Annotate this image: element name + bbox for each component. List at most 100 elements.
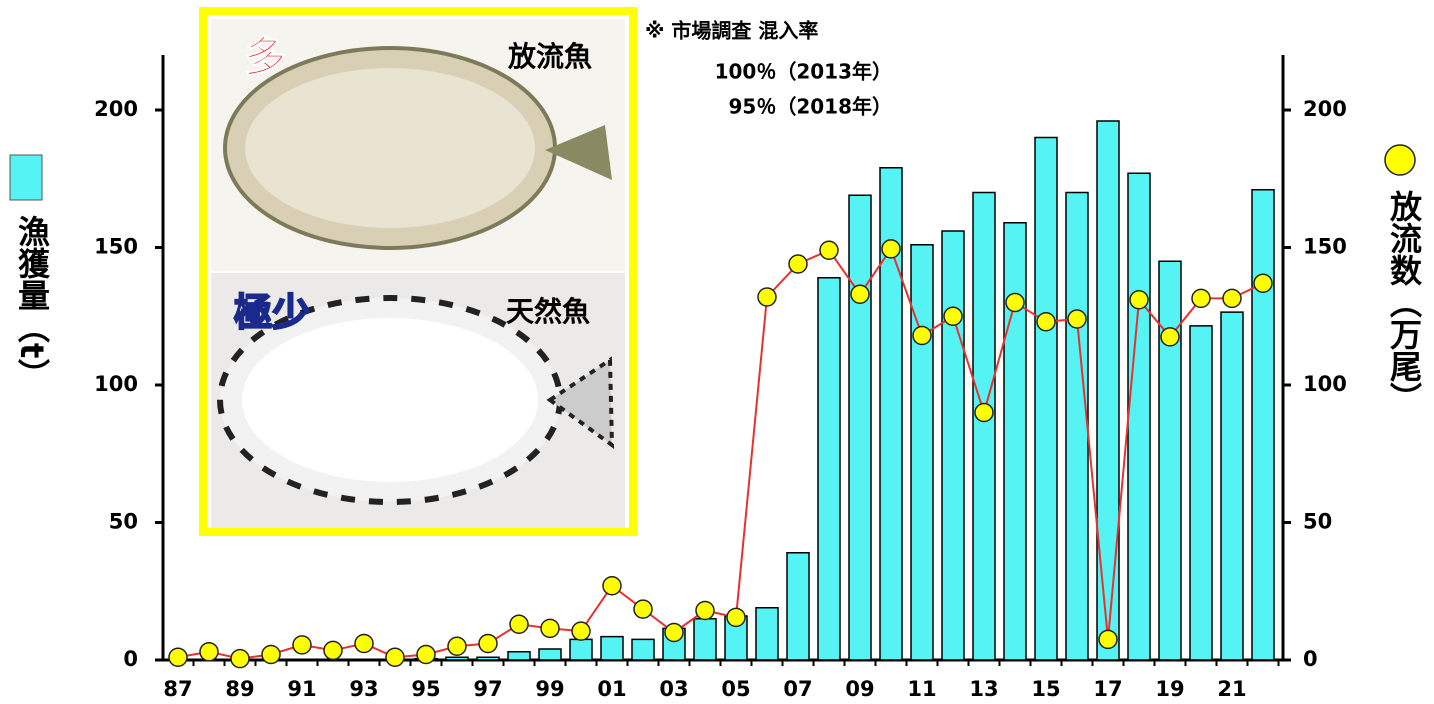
- point: [168, 647, 188, 667]
- annotation: 100％（2013年）: [715, 60, 892, 84]
- point: [478, 633, 498, 654]
- y2-tick-label: 0: [1303, 647, 1318, 671]
- point: [912, 325, 932, 346]
- bar: [507, 651, 531, 661]
- point: [385, 647, 405, 667]
- bar: [755, 607, 779, 661]
- annotation: 95％（2018年）: [729, 95, 893, 119]
- point: [230, 648, 250, 669]
- point: [1098, 629, 1118, 650]
- point: [788, 254, 808, 274]
- x-tick-label: 89: [225, 677, 254, 701]
- bar: [631, 638, 655, 661]
- point: [354, 633, 374, 654]
- x-tick-label: 21: [1217, 677, 1246, 701]
- bar: [786, 552, 810, 661]
- point: [757, 287, 777, 307]
- bar: [941, 230, 965, 661]
- bar: [476, 656, 500, 661]
- bar: [1003, 222, 1027, 661]
- bar: [817, 277, 841, 661]
- y-tick-label: 150: [94, 235, 138, 259]
- x-tick-label: 13: [969, 677, 998, 701]
- x-tick-label: 05: [721, 677, 750, 701]
- point: [943, 306, 963, 326]
- point: [292, 635, 312, 655]
- point: [881, 239, 901, 259]
- inset-bottom-badge: 極少: [234, 291, 310, 335]
- bar: [1251, 189, 1275, 661]
- bar: [693, 618, 717, 661]
- x-tick-label: 15: [1031, 677, 1060, 701]
- bar: [600, 635, 624, 661]
- point: [850, 284, 870, 304]
- x-tick-label: 17: [1093, 677, 1122, 701]
- legend-swatch-line: [1384, 144, 1416, 176]
- bar: [879, 167, 903, 661]
- bar: [1189, 325, 1213, 661]
- x-tick-label: 09: [845, 677, 874, 701]
- x-tick-label: 87: [163, 677, 192, 701]
- annotation: ※ 市場調査 混入率: [645, 19, 818, 43]
- point: [571, 621, 591, 641]
- bar: [1158, 260, 1182, 661]
- point: [261, 644, 281, 665]
- bar: [569, 638, 593, 661]
- inset-top-badge: 多: [244, 33, 286, 82]
- point: [1222, 288, 1242, 309]
- bar: [848, 194, 872, 661]
- y2-tick-label: 100: [1303, 372, 1347, 396]
- point: [819, 240, 839, 260]
- fish-wild: [217, 295, 615, 505]
- point: [602, 576, 622, 596]
- point: [664, 622, 684, 643]
- point: [1253, 273, 1273, 293]
- x-tick-label: 93: [349, 677, 378, 701]
- y-tick-label: 0: [123, 647, 138, 671]
- point: [974, 402, 994, 423]
- x-tick-label: 11: [907, 677, 936, 701]
- bar: [910, 244, 934, 661]
- point: [416, 644, 436, 665]
- x-tick-label: 01: [597, 677, 626, 701]
- y2-axis-label: 放流数（万尾）: [1385, 190, 1423, 414]
- point: [199, 642, 219, 662]
- inset-photo: 放流魚 多 天然魚 極少: [199, 7, 637, 536]
- y2-tick-label: 150: [1303, 235, 1347, 259]
- point: [633, 599, 653, 619]
- point: [695, 600, 715, 621]
- x-tick-label: 95: [411, 677, 440, 701]
- x-tick-label: 19: [1155, 677, 1184, 701]
- bar: [1127, 172, 1151, 661]
- bar: [1034, 136, 1058, 661]
- point: [1067, 309, 1087, 329]
- y-tick-label: 100: [94, 372, 138, 396]
- point: [540, 618, 560, 639]
- point: [447, 636, 467, 656]
- point: [1005, 292, 1025, 313]
- y-tick-label: 50: [109, 510, 138, 534]
- point: [1129, 290, 1149, 310]
- x-tick-label: 07: [783, 677, 812, 701]
- bar: [972, 191, 996, 661]
- x-tick-label: 03: [659, 677, 688, 701]
- bar: [1096, 120, 1120, 661]
- point: [323, 640, 343, 661]
- bar: [1065, 191, 1089, 661]
- point: [1191, 288, 1211, 309]
- y-tick-label: 200: [94, 97, 138, 121]
- x-tick-label: 91: [287, 677, 316, 701]
- y-axis-label: 漁獲量（t）: [13, 215, 51, 390]
- bar: [1220, 311, 1244, 661]
- inset-top-label: 放流魚: [507, 40, 592, 73]
- y2-tick-label: 50: [1303, 510, 1332, 534]
- bar: [445, 656, 469, 661]
- point: [1036, 312, 1056, 332]
- point: [1160, 327, 1180, 347]
- legend-swatch-bar: [9, 154, 43, 201]
- bar: [538, 648, 562, 661]
- point: [509, 614, 529, 634]
- inset-bottom-label: 天然魚: [506, 295, 590, 328]
- fish-released: [223, 46, 612, 250]
